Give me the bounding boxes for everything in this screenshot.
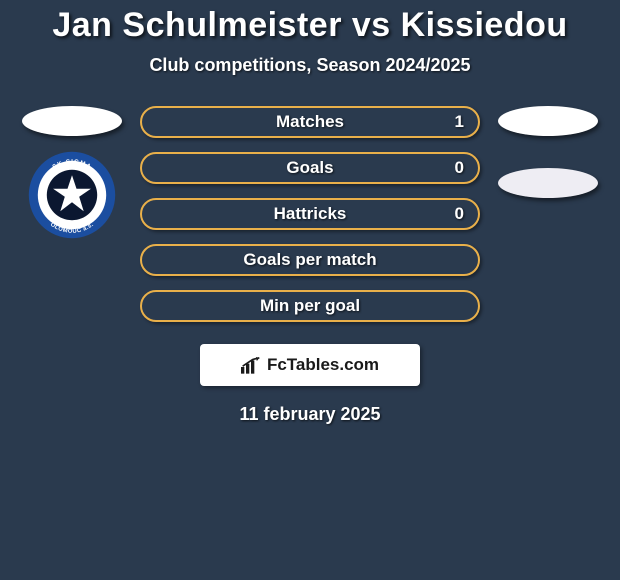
stat-value-right: 0 xyxy=(455,204,464,224)
stat-bar-matches: Matches 1 xyxy=(140,106,480,138)
stat-bar-min-per-goal: Min per goal xyxy=(140,290,480,322)
page-title: Jan Schulmeister vs Kissiedou xyxy=(52,6,567,45)
chart-icon xyxy=(241,357,261,373)
stat-label: Goals xyxy=(286,158,333,178)
content: Jan Schulmeister vs Kissiedou Club compe… xyxy=(0,0,620,580)
player-oval-right-2 xyxy=(498,168,598,198)
player-oval-right-1 xyxy=(498,106,598,136)
brand-box[interactable]: FcTables.com xyxy=(200,344,420,386)
stat-value-right: 1 xyxy=(455,112,464,132)
stat-bar-goals-per-match: Goals per match xyxy=(140,244,480,276)
brand-text: FcTables.com xyxy=(267,355,379,375)
stat-value-right: 0 xyxy=(455,158,464,178)
page-subtitle: Club competitions, Season 2024/2025 xyxy=(149,55,470,76)
stat-label: Goals per match xyxy=(243,250,376,270)
stats-area: SK SIGMA OLOMOUC a.s. Matches 1 Goals 0 … xyxy=(0,106,620,322)
stat-label: Hattricks xyxy=(274,204,347,224)
club-logo-sigma: SK SIGMA OLOMOUC a.s. xyxy=(27,150,117,240)
stat-label: Matches xyxy=(276,112,344,132)
left-side-column: SK SIGMA OLOMOUC a.s. xyxy=(22,106,122,240)
player-oval-left xyxy=(22,106,122,136)
date-line: 11 february 2025 xyxy=(239,404,380,425)
right-side-column xyxy=(498,106,598,198)
stat-bar-hattricks: Hattricks 0 xyxy=(140,198,480,230)
stat-label: Min per goal xyxy=(260,296,360,316)
stat-bar-goals: Goals 0 xyxy=(140,152,480,184)
stat-bars: Matches 1 Goals 0 Hattricks 0 Goals per … xyxy=(140,106,480,322)
